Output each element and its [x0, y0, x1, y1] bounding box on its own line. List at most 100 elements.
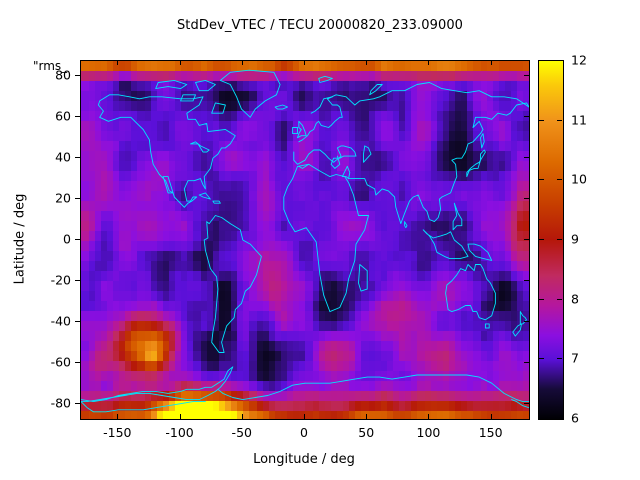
coastline-path [363, 145, 372, 163]
coastline-path [155, 79, 188, 90]
x-axis-tick [304, 414, 305, 419]
x-axis-tick [179, 414, 181, 419]
colorbar-tick [539, 239, 544, 240]
y-axis-tick-right [524, 75, 529, 77]
colorbar-tick [557, 239, 562, 240]
y-axis-tick-right [524, 320, 529, 322]
y-axis-tick [75, 239, 80, 240]
coastline-path [519, 311, 527, 325]
y-axis-tick-right [524, 239, 529, 240]
y-axis-tick-label: 20 [55, 190, 71, 206]
y-axis-tick [75, 75, 80, 77]
x-axis-tick-top [428, 60, 430, 65]
coastline-path [212, 200, 221, 204]
x-axis-tick [117, 414, 119, 419]
x-axis-tick-top [304, 60, 305, 65]
coastline-path [292, 127, 298, 135]
coastline-path [341, 165, 350, 180]
y-axis-tick [75, 157, 80, 159]
colorbar-tick [557, 179, 562, 181]
colorbar-tick [539, 358, 544, 360]
y-axis-tick-label: -20 [50, 272, 71, 288]
y-axis-tick-label: 60 [55, 108, 71, 124]
coastline-path [480, 133, 485, 149]
x-axis-tick [428, 414, 430, 419]
map-plot-area[interactable] [80, 60, 530, 420]
coastline-path [180, 94, 196, 102]
x-axis-tick-top [117, 60, 119, 65]
heatmap-field-wrapper [81, 61, 529, 419]
coastline-path [466, 149, 486, 178]
coastline-path [195, 79, 216, 92]
coastline-path [304, 374, 529, 403]
x-axis-tick [366, 414, 368, 419]
x-axis-tick [241, 414, 243, 419]
coastline-path [203, 215, 262, 353]
y-axis-tick [75, 198, 80, 200]
coastline-path [298, 163, 310, 169]
coastline-path [81, 366, 234, 403]
x-axis-tick-label: -50 [231, 425, 252, 440]
x-axis-tick-top [179, 60, 181, 65]
stray-rms-label: "rms_ [33, 59, 68, 73]
coastline-path [318, 75, 333, 83]
coastline-path [467, 243, 493, 261]
coastline-path [511, 399, 529, 409]
coastline-path [369, 84, 383, 96]
x-axis-tick-label: 0 [300, 425, 308, 440]
coastline-path [217, 382, 306, 401]
colorbar-tick-label: 10 [571, 171, 587, 187]
colorbar-gradient [539, 61, 563, 419]
coastline-overlay [81, 69, 529, 413]
coastline-path [298, 82, 529, 143]
x-axis-tick-top [366, 60, 368, 65]
coastline-path [219, 69, 281, 118]
colorbar[interactable] [538, 60, 564, 420]
colorbar-tick-label: 6 [571, 410, 579, 426]
coastline-path [512, 323, 522, 337]
coastline-path [484, 323, 490, 329]
y-axis-tick [75, 361, 80, 363]
y-axis-tick-right [524, 157, 529, 159]
coastline-path [297, 120, 307, 139]
colorbar-tick-label: 7 [571, 350, 579, 366]
coastline-path [346, 102, 529, 225]
y-axis-tick-label: 80 [55, 67, 71, 83]
coastline-path [81, 401, 206, 413]
colorbar-tick-label: 11 [571, 112, 587, 128]
y-axis-title: Latitude / deg [12, 193, 28, 285]
x-axis-tick-label: 150 [478, 425, 503, 440]
x-axis-title: Longitude / deg [253, 452, 355, 467]
y-axis-tick-label: -80 [50, 395, 71, 411]
coastline-path [198, 192, 211, 200]
colorbar-tick [539, 119, 544, 121]
y-axis-tick-label: 0 [63, 231, 71, 247]
y-axis-tick-right [524, 361, 529, 363]
y-axis-tick [75, 116, 80, 118]
y-axis-tick [75, 320, 80, 322]
x-axis-tick-top [241, 60, 243, 65]
y-axis-tick-label: -40 [50, 313, 71, 329]
x-axis-tick-label: 50 [358, 425, 375, 440]
y-axis-tick [75, 279, 80, 281]
coastline-path [445, 264, 496, 321]
x-axis-tick-label: -100 [165, 425, 194, 440]
coastline-path [358, 264, 368, 292]
coastline-path [190, 141, 210, 153]
y-axis-tick [75, 402, 80, 404]
y-axis-tick-right [524, 198, 529, 200]
x-axis-tick-top [490, 60, 492, 65]
x-axis-tick [490, 414, 492, 419]
colorbar-tick [557, 358, 562, 360]
colorbar-tick-label: 12 [571, 52, 587, 68]
coastline-path [422, 229, 469, 259]
x-axis-tick-label: -150 [103, 425, 132, 440]
y-axis-tick-right [524, 402, 529, 404]
y-axis-tick-right [524, 116, 529, 118]
chart-title: StdDev_VTEC / TECU 20000820_233.09000 [176, 18, 464, 33]
y-axis-tick-label: 40 [55, 149, 71, 165]
coastline-path [211, 102, 226, 114]
coastline-path [274, 104, 289, 110]
coastline-path [310, 96, 333, 114]
